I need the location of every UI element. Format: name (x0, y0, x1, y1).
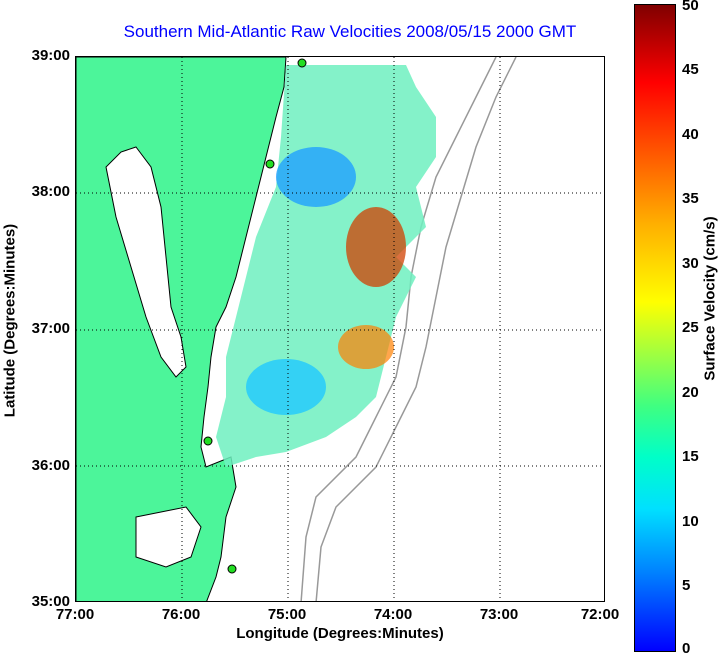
velocity-blue-region (276, 147, 356, 207)
x-tick-label: 75:00 (267, 606, 307, 623)
velocity-orange-region (338, 325, 394, 369)
bathymetry-contour (315, 57, 517, 601)
colorbar-tick-label: 40 (682, 126, 699, 143)
colorbar-tick-label: 35 (682, 190, 699, 207)
colorbar-tick-label: 10 (682, 513, 699, 530)
colorbar-tick-label: 0 (682, 640, 691, 657)
pamlico-sound (135, 506, 202, 568)
map-title: Southern Mid-Atlantic Raw Velocities 200… (123, 22, 577, 41)
y-axis-label: Latitude (Degrees:Minutes) (1, 223, 19, 418)
station-marker (227, 564, 237, 574)
colorbar-tick-label: 30 (682, 255, 699, 272)
colorbar-tick-label: 15 (682, 448, 699, 465)
velocity-red-region (346, 207, 406, 287)
chesapeake-bay (105, 146, 187, 378)
x-tick-label: 74:00 (373, 606, 413, 623)
colorbar-tick-label: 45 (682, 61, 699, 78)
colorbar-tick-label: 20 (682, 384, 699, 401)
y-tick-label: 36:00 (31, 457, 70, 474)
y-tick-label: 35:00 (31, 593, 70, 610)
x-tick-label: 76:00 (161, 606, 201, 623)
station-marker (265, 159, 275, 169)
colorbar-tick-label: 50 (682, 0, 699, 14)
y-tick-label: 37:00 (31, 320, 70, 337)
velocity-blue-region (246, 359, 326, 415)
map-plot-area[interactable] (75, 56, 605, 602)
map-canvas (76, 57, 604, 601)
station-marker (297, 58, 307, 68)
colorbar-label: Surface Velocity (cm/s) (701, 216, 719, 381)
colorbar-tick-label: 5 (682, 577, 691, 594)
x-tick-label: 72:00 (580, 606, 620, 623)
y-tick-label: 38:00 (31, 183, 70, 200)
grid (76, 57, 604, 601)
x-tick-label: 77:00 (55, 606, 95, 623)
colorbar (634, 4, 676, 652)
colorbar-tick-label: 25 (682, 319, 699, 336)
bathymetry-contour (300, 57, 497, 601)
x-tick-label: 73:00 (479, 606, 519, 623)
x-axis-label: Longitude (Degrees:Minutes) (236, 625, 444, 642)
station-marker (203, 436, 213, 446)
y-tick-label: 39:00 (31, 47, 70, 64)
